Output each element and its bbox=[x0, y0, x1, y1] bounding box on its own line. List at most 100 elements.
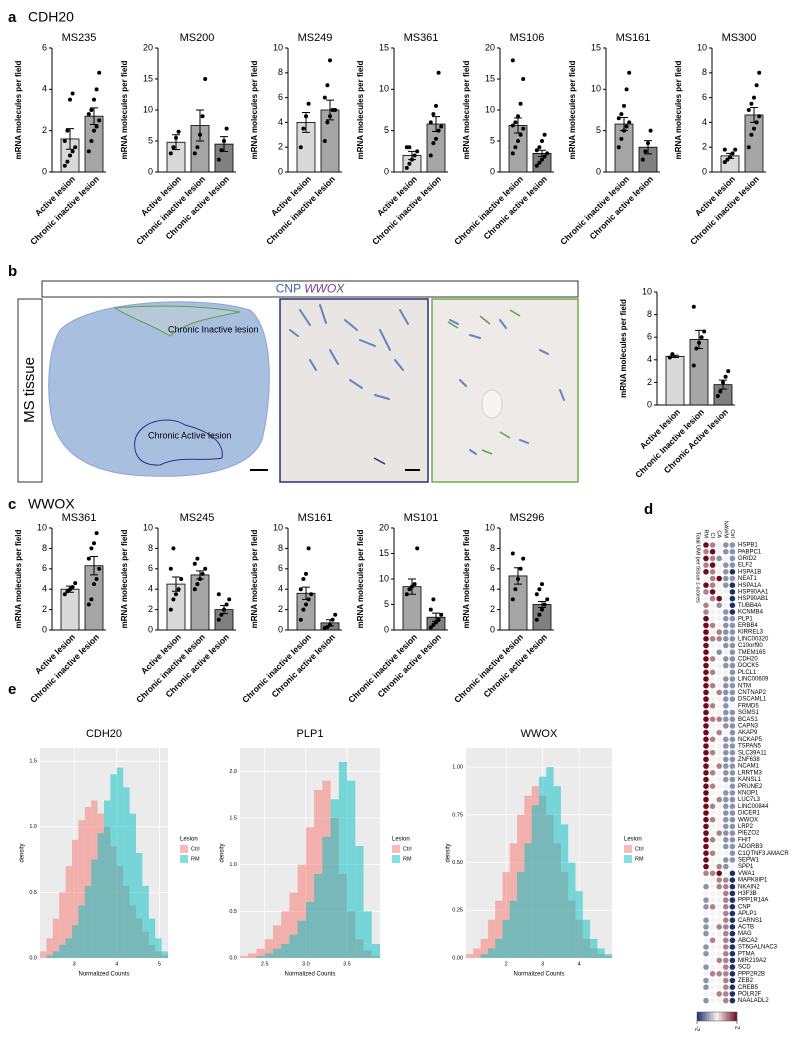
histogram-bar bbox=[289, 934, 298, 958]
y-tick-label: 2 bbox=[42, 125, 47, 135]
y-tick-label: 2 bbox=[278, 604, 283, 614]
data-point bbox=[616, 116, 621, 121]
heat-dot bbox=[709, 877, 716, 883]
row-label: MIR219A2 bbox=[738, 958, 767, 964]
histogram-bar bbox=[509, 900, 518, 958]
y-axis-label: mRNA molecules per field bbox=[462, 60, 471, 159]
data-point bbox=[715, 393, 720, 398]
heat-dot bbox=[709, 883, 716, 890]
row-label: DSCAML1 bbox=[738, 697, 767, 703]
data-point bbox=[537, 145, 542, 150]
x-axis-label: Normalized Counts bbox=[284, 972, 335, 978]
histogram-bar bbox=[272, 925, 282, 958]
heat-dot bbox=[716, 676, 722, 682]
row-label: KIRREL3 bbox=[738, 630, 764, 636]
y-tick-label: 10 bbox=[591, 84, 601, 94]
y-tick-label: 10 bbox=[37, 522, 47, 532]
heat-dot bbox=[729, 930, 736, 937]
y-tick-label: 2 bbox=[702, 142, 707, 152]
data-point bbox=[521, 77, 526, 81]
data-point bbox=[97, 70, 102, 75]
heat-dot bbox=[709, 890, 716, 897]
heat-dot bbox=[716, 937, 722, 944]
y-tick-label: 2 bbox=[42, 604, 47, 614]
chart-title: MS101 bbox=[404, 512, 439, 524]
data-point bbox=[428, 625, 433, 630]
y-tick-label: 0.75 bbox=[452, 812, 463, 818]
y-tick-label: 10 bbox=[642, 286, 652, 296]
heat-dot bbox=[709, 615, 716, 622]
data-point bbox=[697, 340, 701, 345]
heat-dot bbox=[723, 783, 729, 789]
heat-dot bbox=[709, 736, 716, 743]
heat-dot bbox=[703, 555, 709, 562]
heat-dot bbox=[729, 669, 736, 676]
error-bar bbox=[172, 576, 180, 592]
heat-dot bbox=[716, 950, 722, 957]
heat-dot bbox=[729, 682, 736, 689]
heat-dot bbox=[723, 890, 729, 897]
heat-dot bbox=[703, 897, 709, 903]
row-label: HSPB1 bbox=[738, 543, 758, 549]
heat-dot bbox=[729, 716, 736, 722]
heat-dot bbox=[703, 997, 709, 1004]
y-axis-label: mRNA molecules per field bbox=[674, 60, 683, 159]
heat-dot bbox=[729, 562, 736, 568]
x-tick-label: 4 bbox=[578, 961, 581, 967]
heat-dot bbox=[703, 622, 709, 629]
heat-dot bbox=[716, 682, 722, 689]
chart-title: MS245 bbox=[180, 512, 215, 524]
row-label: TUBB4A bbox=[738, 603, 761, 609]
heat-dot bbox=[716, 877, 722, 883]
histogram-bar bbox=[281, 944, 290, 958]
legend-title: Lesion bbox=[180, 837, 198, 843]
heat-dot bbox=[723, 823, 729, 830]
heat-dot bbox=[709, 957, 716, 964]
heat-dot bbox=[723, 595, 729, 602]
heat-dot bbox=[729, 575, 736, 582]
heat-dot bbox=[729, 582, 736, 588]
row-label: SPP1 bbox=[738, 864, 754, 870]
data-point bbox=[92, 97, 96, 102]
stain-header: CNP WWOX bbox=[276, 282, 345, 296]
histogram-bar bbox=[305, 902, 315, 958]
data-point bbox=[619, 136, 624, 141]
row-label: SLC39A11 bbox=[738, 750, 767, 756]
y-tick-label: 5 bbox=[596, 125, 601, 135]
inactive-region bbox=[113, 305, 241, 337]
data-point bbox=[224, 602, 229, 607]
colorbar-cell bbox=[721, 1012, 724, 1021]
heat-dot bbox=[703, 763, 709, 769]
chart-title: MS161 bbox=[298, 512, 333, 524]
heat-dot bbox=[709, 562, 716, 568]
data-point bbox=[219, 612, 224, 617]
heat-dot bbox=[729, 783, 736, 789]
heat-dot bbox=[703, 589, 709, 595]
y-tick-label: 0 bbox=[42, 624, 47, 634]
heat-dot bbox=[716, 703, 722, 709]
colorbar-cell bbox=[709, 1012, 712, 1021]
data-point bbox=[537, 612, 542, 617]
heat-dot bbox=[723, 669, 729, 676]
data-point bbox=[516, 114, 520, 119]
heat-dot bbox=[709, 716, 716, 722]
data-point bbox=[537, 160, 542, 165]
heat-dot bbox=[709, 636, 716, 642]
heat-dot bbox=[716, 917, 722, 923]
histogram-bar bbox=[46, 938, 53, 958]
heat-dot bbox=[723, 716, 729, 722]
histogram-bar bbox=[338, 762, 348, 958]
row-label: BCAS1 bbox=[738, 717, 758, 723]
heat-dot bbox=[729, 904, 736, 910]
column-label: CI bbox=[709, 533, 715, 539]
y-tick-label: 20 bbox=[379, 522, 389, 532]
row-label: TMEM165 bbox=[738, 650, 766, 656]
data-point bbox=[721, 380, 725, 385]
histogram-bar bbox=[46, 955, 53, 958]
y-tick-label: 8 bbox=[278, 67, 283, 77]
heat-dot bbox=[723, 837, 729, 843]
heat-dot bbox=[716, 622, 722, 629]
row-label: PTMA bbox=[738, 951, 755, 957]
y-tick-label: 6 bbox=[42, 563, 47, 573]
heat-dot bbox=[703, 863, 709, 870]
